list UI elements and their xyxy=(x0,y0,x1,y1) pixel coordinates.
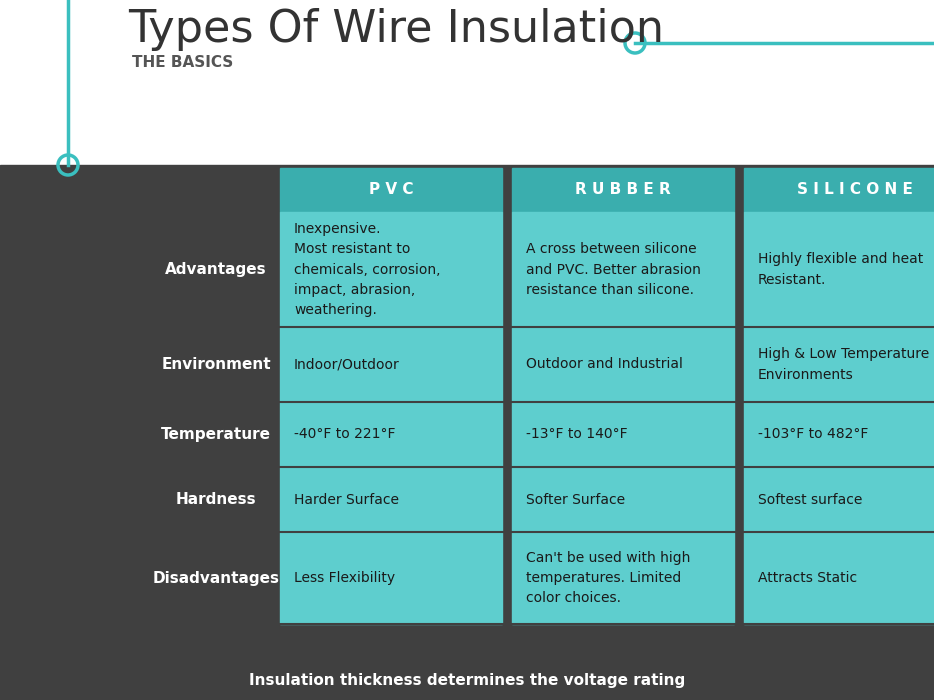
Text: Environment: Environment xyxy=(162,357,271,372)
Bar xyxy=(744,532,934,624)
Text: P V C: P V C xyxy=(369,183,413,197)
Bar xyxy=(280,532,502,624)
Bar xyxy=(744,402,934,467)
Text: Inexpensive.
Most resistant to
chemicals, corrosion,
impact, abrasion,
weatherin: Inexpensive. Most resistant to chemicals… xyxy=(294,223,441,316)
Bar xyxy=(744,168,934,212)
Bar xyxy=(280,212,502,327)
Text: Hardness: Hardness xyxy=(176,492,256,507)
Text: Harder Surface: Harder Surface xyxy=(294,493,399,507)
Bar xyxy=(280,402,502,467)
Text: -103°F to 482°F: -103°F to 482°F xyxy=(758,428,869,442)
Text: Softer Surface: Softer Surface xyxy=(526,493,625,507)
Bar xyxy=(280,168,502,212)
Bar xyxy=(744,212,934,327)
Text: A cross between silicone
and PVC. Better abrasion
resistance than silicone.: A cross between silicone and PVC. Better… xyxy=(526,242,700,297)
Text: Temperature: Temperature xyxy=(161,427,271,442)
Text: Indoor/Outdoor: Indoor/Outdoor xyxy=(294,358,400,372)
Bar xyxy=(0,165,934,700)
Text: Insulation thickness determines the voltage rating: Insulation thickness determines the volt… xyxy=(248,673,686,687)
Bar xyxy=(744,467,934,532)
Text: S I L I C O N E: S I L I C O N E xyxy=(797,183,913,197)
Bar xyxy=(512,467,734,532)
Text: Types Of Wire Insulation: Types Of Wire Insulation xyxy=(128,8,664,51)
Text: THE BASICS: THE BASICS xyxy=(132,55,234,70)
Text: Disadvantages: Disadvantages xyxy=(152,570,279,585)
Text: -40°F to 221°F: -40°F to 221°F xyxy=(294,428,395,442)
Bar xyxy=(280,327,502,402)
Text: Less Flexibility: Less Flexibility xyxy=(294,571,395,585)
Bar xyxy=(512,327,734,402)
Text: Highly flexible and heat
Resistant.: Highly flexible and heat Resistant. xyxy=(758,253,923,286)
Text: R U B B E R: R U B B E R xyxy=(575,183,671,197)
Text: -13°F to 140°F: -13°F to 140°F xyxy=(526,428,628,442)
Text: Advantages: Advantages xyxy=(165,262,267,277)
Text: Outdoor and Industrial: Outdoor and Industrial xyxy=(526,358,683,372)
Text: Can't be used with high
temperatures. Limited
color choices.: Can't be used with high temperatures. Li… xyxy=(526,551,690,605)
Text: Softest surface: Softest surface xyxy=(758,493,862,507)
Bar xyxy=(512,532,734,624)
Bar xyxy=(280,467,502,532)
Bar xyxy=(512,168,734,212)
Bar xyxy=(512,212,734,327)
Bar xyxy=(512,402,734,467)
Text: High & Low Temperature
Environments: High & Low Temperature Environments xyxy=(758,347,929,382)
Text: Attracts Static: Attracts Static xyxy=(758,571,857,585)
Bar xyxy=(744,327,934,402)
